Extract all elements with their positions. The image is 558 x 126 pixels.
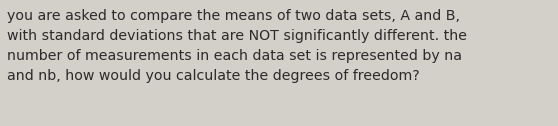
Text: you are asked to compare the means of two data sets, A and B,
with standard devi: you are asked to compare the means of tw… [7,9,467,83]
